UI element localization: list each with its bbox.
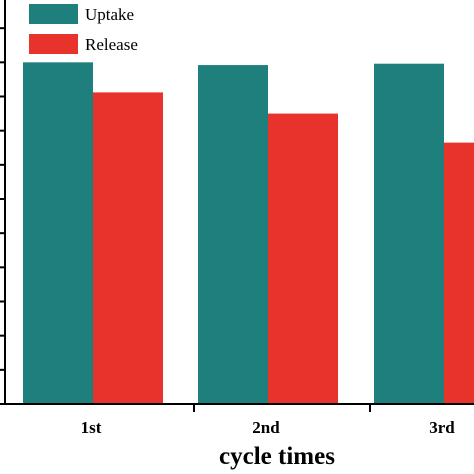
x-tick-label-2nd: 2nd <box>252 418 280 437</box>
legend-swatch-release <box>29 34 78 54</box>
bar-release-1st <box>93 92 163 405</box>
bar-uptake-3rd <box>374 63 444 404</box>
x-tick-label-1st: 1st <box>81 418 102 437</box>
axes-layer: 1st 2nd 3rd <box>0 0 474 437</box>
bar-release-2nd <box>268 113 338 404</box>
x-axis-title: cycle times <box>219 443 335 470</box>
legend-label-release: Release <box>85 35 138 54</box>
bar-uptake-2nd <box>198 65 268 405</box>
legend-label-uptake: Uptake <box>85 5 134 24</box>
legend: Uptake Release <box>29 4 138 54</box>
bars-layer <box>23 62 474 405</box>
bar-release-3rd <box>444 142 474 404</box>
bar-uptake-1st <box>23 62 93 404</box>
legend-swatch-uptake <box>29 4 78 24</box>
x-tick-label-3rd: 3rd <box>429 418 455 437</box>
